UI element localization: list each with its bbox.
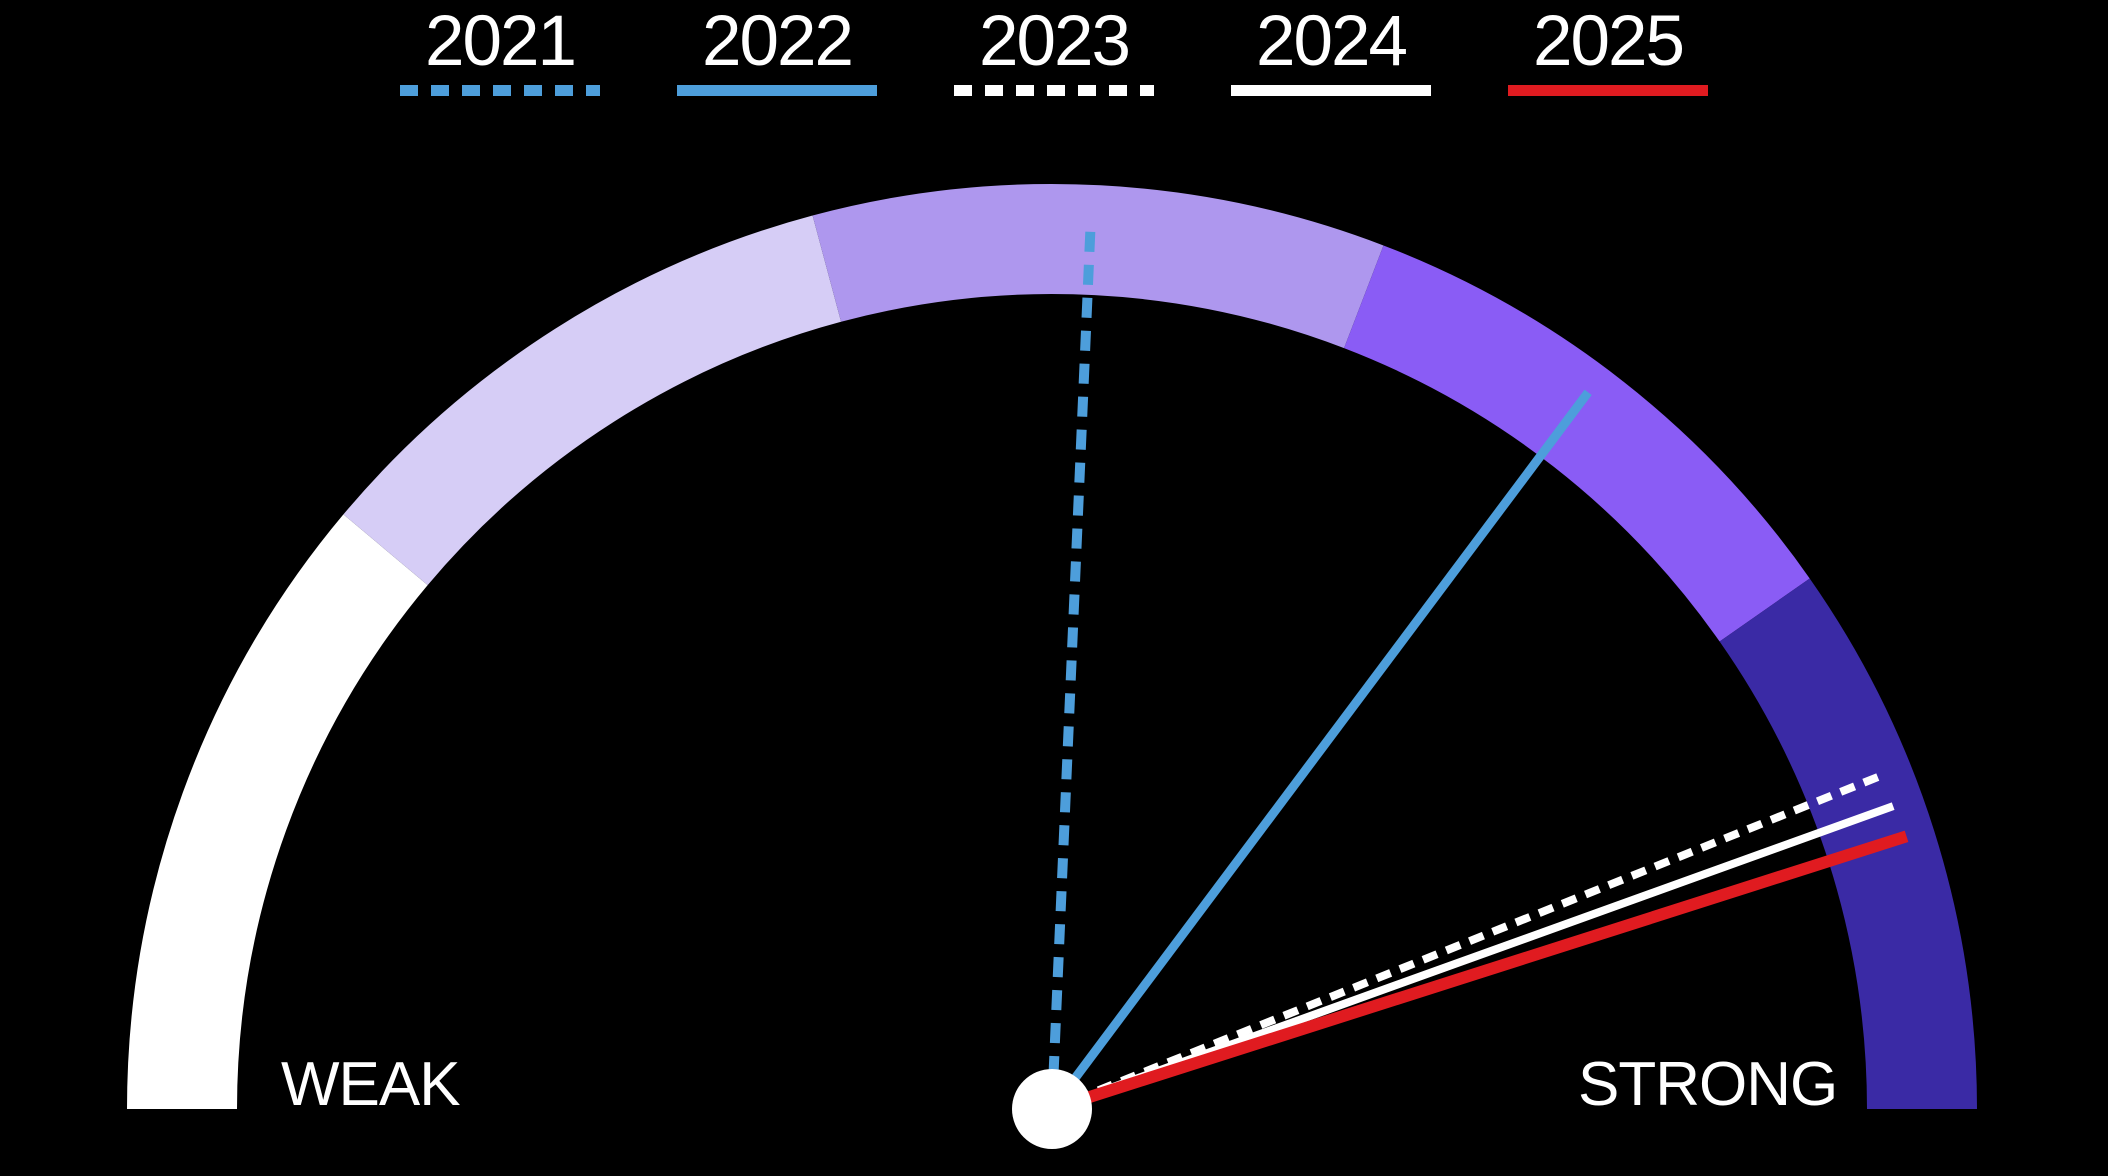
- needle-2022: [1048, 389, 1592, 1112]
- legend-item-2025: 2025: [1508, 2, 1708, 97]
- legend-line-swatch-solid: [677, 85, 877, 97]
- gauge-segment-band-4: [1343, 245, 1810, 642]
- legend-item-2022: 2022: [677, 2, 877, 97]
- legend-year-label: 2023: [979, 2, 1131, 81]
- gauge-segment-band-2: [343, 215, 842, 586]
- chart-legend: 2021 2022 2023 2024 2025: [400, 2, 1708, 97]
- needle-2025: [1050, 830, 1909, 1115]
- scale-label-strong: STRONG: [1578, 1050, 1838, 1119]
- legend-item-2024: 2024: [1231, 2, 1431, 97]
- legend-item-2023: 2023: [954, 2, 1154, 97]
- legend-line-swatch-dashed: [400, 85, 600, 97]
- legend-line-swatch-solid: [1508, 85, 1708, 97]
- gauge-segment-band-3-middle: [812, 184, 1384, 349]
- legend-item-2021: 2021: [400, 2, 600, 97]
- legend-year-label: 2021: [425, 2, 577, 81]
- legend-year-label: 2022: [702, 2, 854, 81]
- scale-label-weak: WEAK: [281, 1050, 461, 1119]
- legend-line-swatch-dashed: [954, 85, 1154, 97]
- gauge-segment-band-1-weakest: [127, 514, 428, 1110]
- needle-2021: [1047, 221, 1096, 1110]
- legend-line-swatch-solid: [1231, 85, 1431, 97]
- legend-year-label: 2024: [1256, 2, 1408, 81]
- gauge-hub-dot: [1012, 1069, 1092, 1149]
- legend-year-label: 2025: [1533, 2, 1685, 81]
